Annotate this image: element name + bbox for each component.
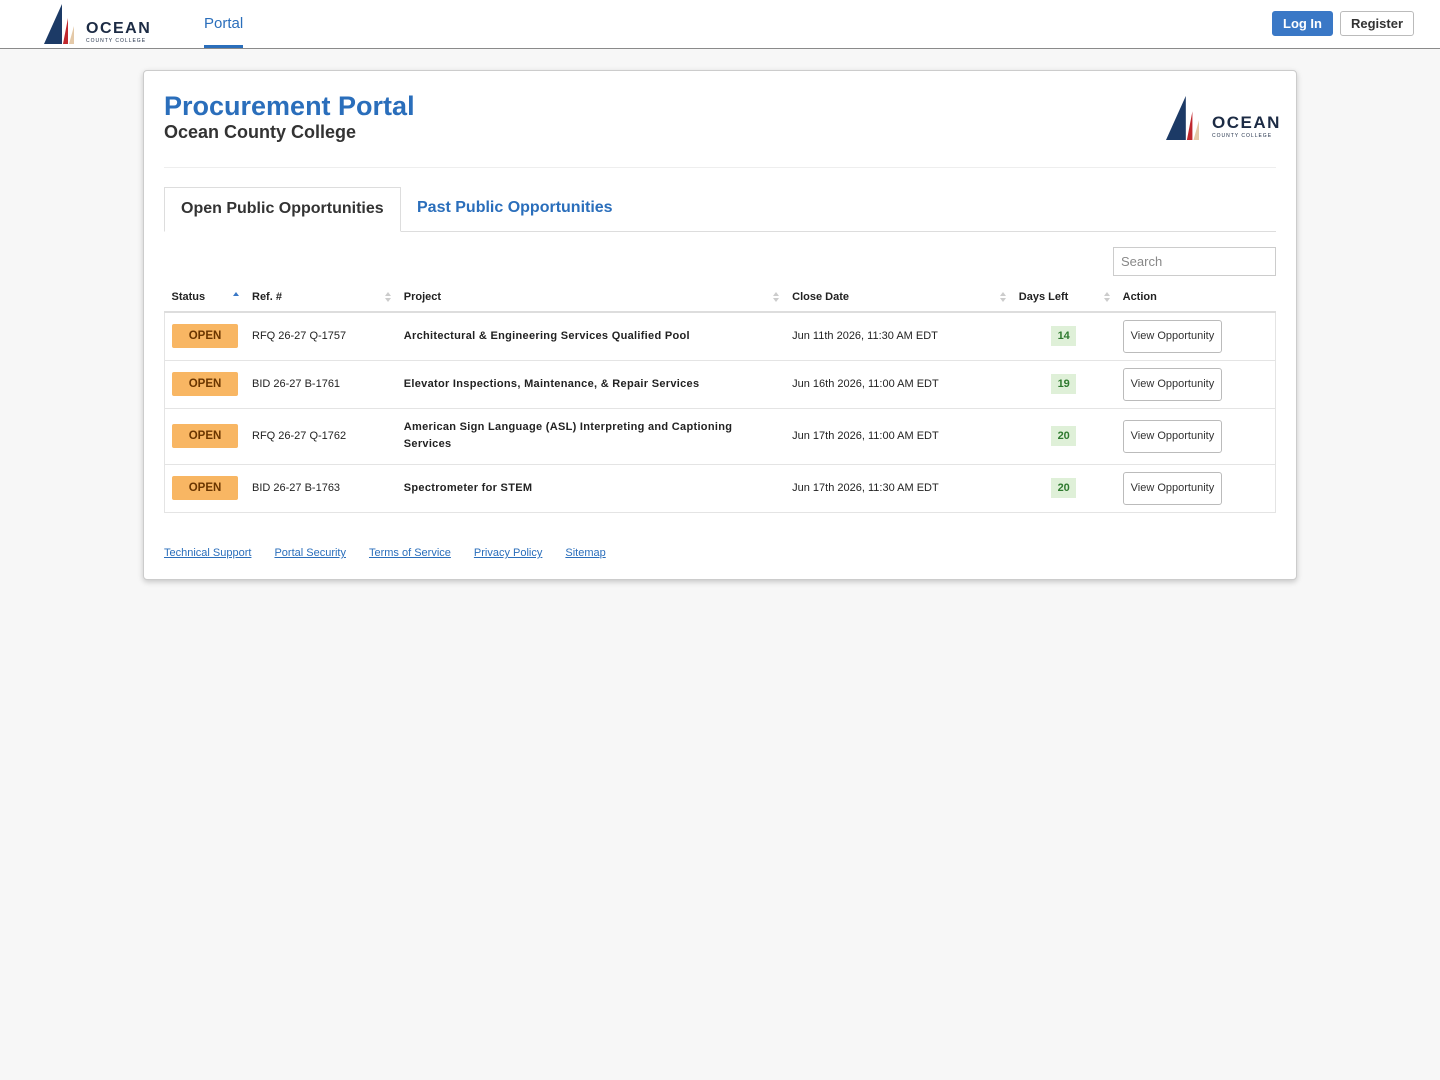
- status-cell: OPEN: [164, 464, 245, 513]
- page-subtitle: Ocean County College: [164, 122, 357, 142]
- logo-sub: COUNTY COLLEGE: [1212, 133, 1273, 139]
- project-name: Spectrometer for STEM: [396, 464, 786, 513]
- status-badge: OPEN: [172, 476, 238, 500]
- days-left: 14: [1051, 326, 1077, 347]
- tab-open[interactable]: Open Public Opportunities: [164, 187, 401, 232]
- close-date: Jun 17th 2026, 11:00 AM EDT: [785, 408, 1012, 465]
- column-header[interactable]: Ref. #: [245, 282, 397, 313]
- login-button[interactable]: Log In: [1272, 11, 1333, 36]
- page-title: Procurement Portal: [164, 91, 415, 121]
- project-name: Architectural & Engineering Services Qua…: [396, 312, 786, 361]
- status-badge: OPEN: [172, 424, 238, 448]
- logo-mark: [44, 4, 74, 44]
- sort-icon: [384, 292, 391, 302]
- days-left: 20: [1051, 478, 1077, 498]
- footer-link[interactable]: Terms of Service: [368, 547, 451, 559]
- column-header[interactable]: Project: [396, 282, 786, 313]
- ref-number: BID 26-27 B-1761: [245, 360, 397, 409]
- footer-link[interactable]: Sitemap: [565, 547, 606, 559]
- table-row: OPEN BID 26-27 B-1763 Spectrometer for STE…: [164, 464, 1276, 513]
- logo-name: OCEAN: [1212, 113, 1281, 132]
- footer-links: Technical Support Portal Security Terms of…: [164, 547, 606, 559]
- status-cell: OPEN: [164, 360, 245, 409]
- action-cell: View Opportunity: [1115, 464, 1276, 513]
- status-badge: OPEN: [172, 372, 238, 396]
- status-cell: OPEN: [164, 312, 245, 361]
- tab-past[interactable]: Past Public Opportunities: [417, 199, 613, 216]
- column-header[interactable]: Close Date: [785, 282, 1012, 313]
- table-row: OPEN RFQ 26-27 Q-1762 American Sign Langua…: [164, 408, 1276, 465]
- footer-link[interactable]: Privacy Policy: [473, 547, 543, 559]
- header-row: Status Ref. # Project Close Date Days Left Ac…: [164, 282, 1276, 313]
- table-body: OPEN RFQ 26-27 Q-1757 Architectural & Engi…: [164, 312, 1276, 513]
- logo-mark: [1166, 96, 1199, 140]
- days-cell: 19: [1011, 360, 1116, 409]
- opportunities-table: Status Ref. # Project Close Date Days Left Ac…: [164, 282, 1276, 513]
- table-row: OPEN BID 26-27 B-1761 Elevator Inspections…: [164, 360, 1276, 409]
- action-cell: View Opportunity: [1115, 312, 1276, 361]
- view-button[interactable]: View Opportunity: [1122, 319, 1223, 353]
- action-cell: View Opportunity: [1115, 408, 1276, 465]
- action-cell: View Opportunity: [1115, 360, 1276, 409]
- ref-number: RFQ 26-27 Q-1762: [245, 408, 397, 465]
- search-input[interactable]: Search: [1113, 247, 1276, 276]
- sort-icon: [999, 292, 1006, 302]
- logo-sub: COUNTY COLLEGE: [86, 38, 147, 44]
- header-logo: OCEAN COUNTY COLLEGE: [1166, 95, 1281, 141]
- ref-number: RFQ 26-27 Q-1757: [245, 312, 397, 361]
- footer-link[interactable]: Technical Support: [164, 547, 252, 559]
- days-left: 19: [1051, 374, 1077, 394]
- divider: [164, 167, 1276, 168]
- portal-tab[interactable]: Portal: [204, 0, 244, 48]
- column-header: Action: [1115, 282, 1276, 313]
- nav-logo[interactable]: OCEAN COUNTY COLLEGE: [44, 4, 151, 44]
- portal-card: Procurement Portal Ocean County College …: [143, 70, 1297, 580]
- view-button[interactable]: View Opportunity: [1122, 419, 1223, 453]
- days-cell: 20: [1011, 464, 1116, 513]
- sort-icon: [773, 292, 780, 302]
- logo-name: OCEAN: [86, 20, 152, 37]
- column-header[interactable]: Days Left: [1011, 282, 1116, 313]
- footer-link[interactable]: Portal Security: [274, 547, 346, 559]
- days-left: 20: [1051, 426, 1077, 446]
- close-date: Jun 17th 2026, 11:30 AM EDT: [785, 464, 1012, 513]
- project-name: Elevator Inspections, Maintenance, & Rep…: [396, 360, 786, 409]
- ref-number: BID 26-27 B-1763: [245, 464, 397, 513]
- view-button[interactable]: View Opportunity: [1122, 471, 1223, 505]
- sort-icon: [1103, 292, 1110, 302]
- column-header[interactable]: Status: [164, 282, 245, 313]
- status-cell: OPEN: [164, 408, 245, 465]
- days-cell: 14: [1011, 312, 1116, 361]
- nav-bar: OCEAN COUNTY COLLEGE Portal Log In Regist…: [0, 0, 1440, 49]
- close-date: Jun 16th 2026, 11:00 AM EDT: [785, 360, 1012, 409]
- days-cell: 20: [1011, 408, 1116, 465]
- project-name: American Sign Language (ASL) Interpretin…: [396, 408, 786, 465]
- register-button[interactable]: Register: [1340, 11, 1415, 36]
- sort-icon: [233, 292, 239, 296]
- view-button[interactable]: View Opportunity: [1122, 367, 1223, 401]
- tab-bar: Open Public Opportunities Past Public Op…: [164, 187, 1276, 232]
- table-row: OPEN RFQ 26-27 Q-1757 Architectural & Engi…: [164, 312, 1276, 361]
- status-badge: OPEN: [172, 324, 238, 349]
- close-date: Jun 11th 2026, 11:30 AM EDT: [785, 312, 1012, 361]
